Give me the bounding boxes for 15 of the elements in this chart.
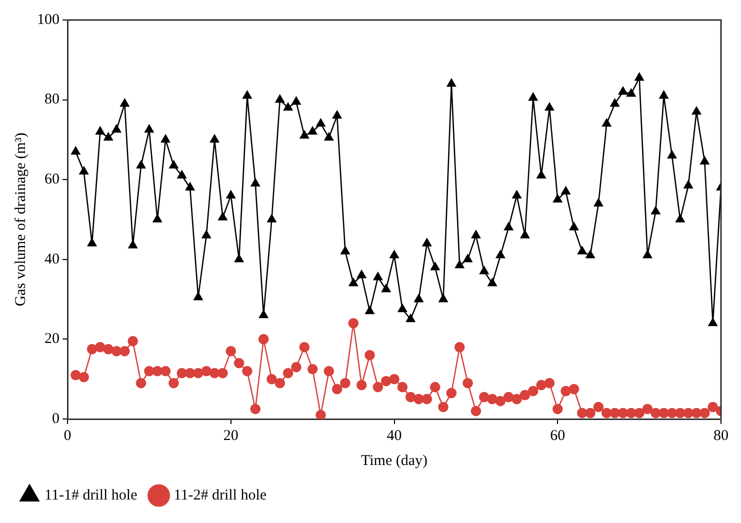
legend-label: 11-2# drill hole [174, 487, 267, 504]
x-tick-label: 60 [550, 428, 566, 444]
y-tick-label: 100 [37, 12, 60, 28]
y-tick-label: 80 [44, 92, 60, 108]
y-axis-title: Gas volume of drainage (m³) [12, 132, 29, 306]
y-tick-label: 20 [44, 331, 60, 348]
x-tick-label: 0 [64, 428, 72, 444]
x-axis-title: Time (day) [360, 452, 428, 469]
x-tick-label: 20 [223, 428, 238, 444]
y-tick-label: 60 [44, 172, 60, 188]
y-tick-label: 0 [52, 410, 60, 427]
x-tick-label: 40 [386, 428, 402, 444]
legend-label: 11-1# drill hole [44, 487, 138, 504]
y-tick-label: 40 [44, 251, 60, 268]
x-tick-label: 80 [714, 428, 728, 444]
